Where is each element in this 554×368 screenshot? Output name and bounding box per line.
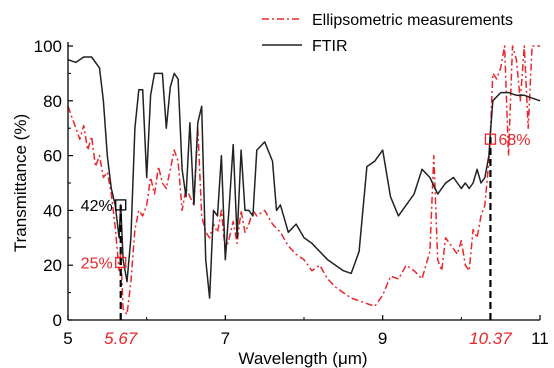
- series-line-ellipsometric: [67, 45, 540, 316]
- x-special-tick-label: 5.67: [104, 329, 138, 348]
- y-tick-label: 80: [43, 92, 62, 111]
- series-line-ftir: [67, 56, 541, 299]
- tick-labels: 0 20 40 60 80 100 5 7 9 11 5.67 10.37: [34, 37, 549, 348]
- plot-lines: [67, 45, 541, 316]
- y-tick-label: 20: [43, 256, 62, 275]
- annotation-label: 25%: [81, 255, 113, 272]
- x-tick-label: 11: [531, 329, 549, 348]
- legend-ellipsometric-label: Ellipsometric measurements: [312, 12, 513, 29]
- annotation-box: [115, 199, 127, 211]
- y-tick-label: 100: [34, 37, 62, 56]
- annotation-markers: 42% 25% 68%: [81, 132, 530, 320]
- annotation-label: 68%: [498, 132, 530, 149]
- x-tick-label: 5: [63, 329, 72, 348]
- y-tick-label: 60: [43, 147, 62, 166]
- x-tick-label: 7: [221, 329, 230, 348]
- axes: [67, 42, 540, 321]
- annotation-box: [484, 133, 497, 145]
- x-axis-label: Wavelength (μm): [238, 349, 367, 368]
- y-tick-label: 0: [53, 311, 62, 330]
- annotation-label: 42%: [81, 198, 113, 215]
- legend-ftir-label: FTIR: [312, 38, 348, 55]
- legend: Ellipsometric measurements FTIR: [262, 12, 513, 55]
- y-tick-label: 40: [43, 201, 62, 220]
- x-special-tick-label: 10.37: [469, 329, 512, 348]
- annotation-box: [115, 256, 127, 269]
- y-axis-label: Transmittance (%): [11, 114, 30, 252]
- x-tick-label: 9: [378, 329, 387, 348]
